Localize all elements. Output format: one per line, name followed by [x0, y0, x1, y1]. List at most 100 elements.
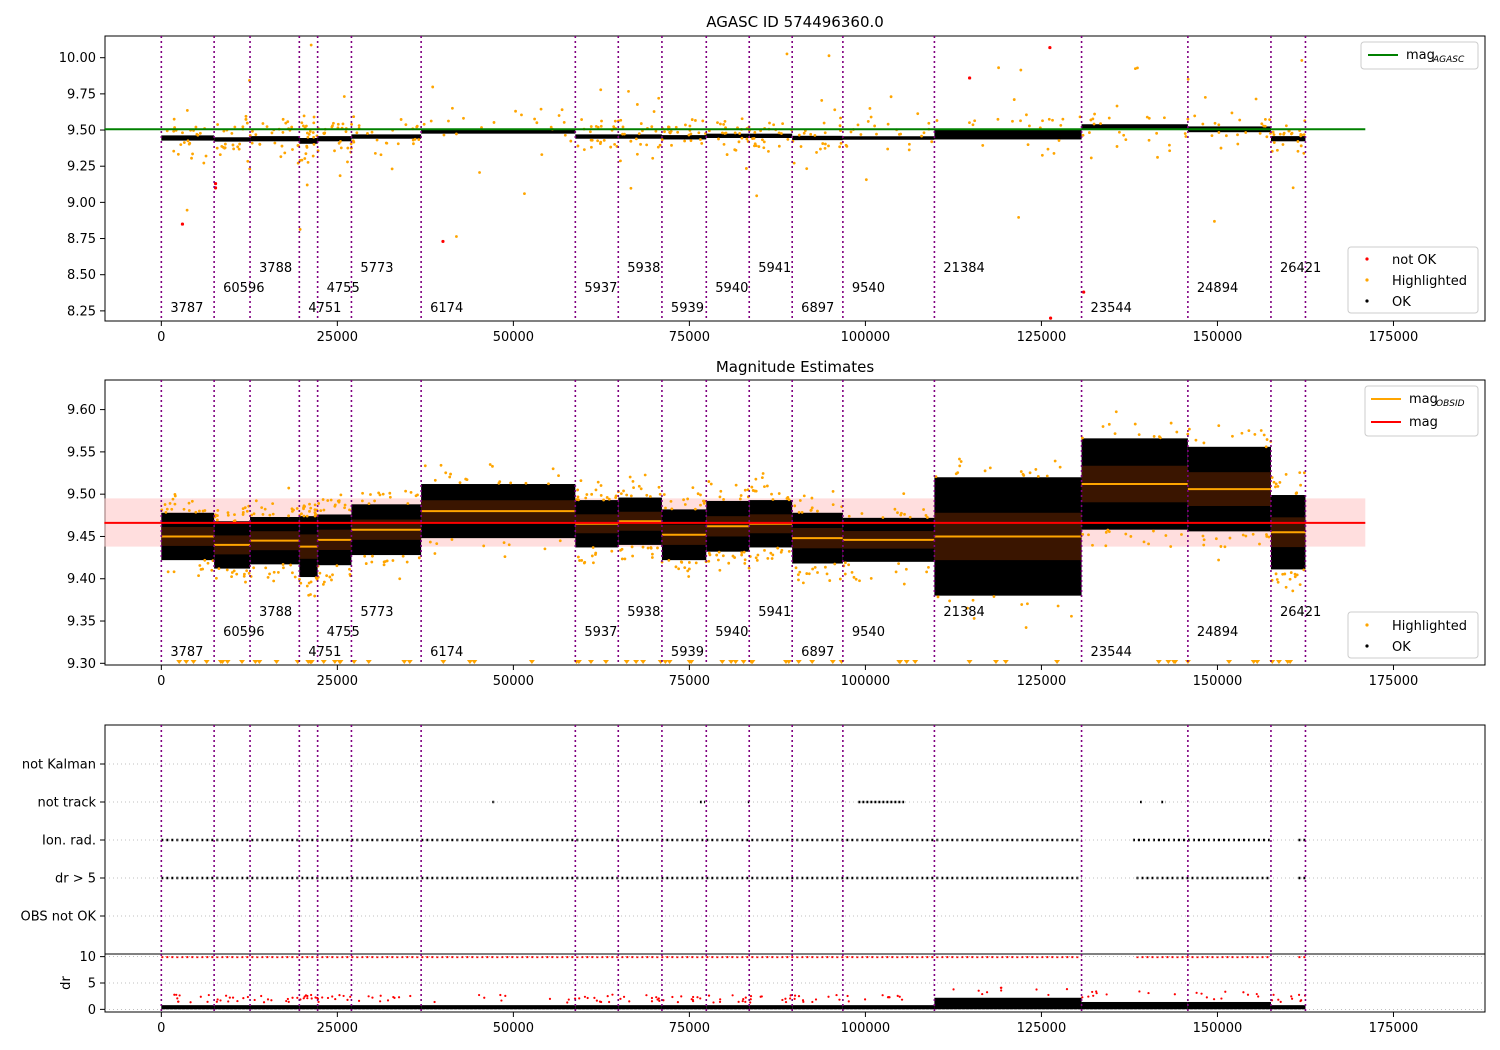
highlighted-point [164, 510, 168, 514]
highlighted-point [1019, 470, 1023, 473]
highlighted-point [245, 569, 249, 573]
out-of-range-marker [337, 660, 344, 664]
highlighted-point [325, 574, 329, 578]
dr-not-ok-point [206, 1000, 209, 1003]
highlighted-point [981, 144, 985, 147]
highlighted-point [576, 144, 580, 148]
highlighted-point [226, 513, 230, 517]
highlighted-point [246, 159, 250, 163]
highlighted-point [823, 142, 827, 146]
dr-ok-band [706, 1005, 750, 1010]
highlighted-point [869, 577, 873, 580]
highlighted-point [404, 123, 408, 127]
highlighted-point [621, 132, 624, 136]
highlighted-point [899, 132, 903, 136]
highlighted-point [743, 558, 747, 562]
highlighted-point [337, 499, 341, 503]
highlighted-point [1244, 131, 1248, 134]
highlighted-point [1213, 121, 1217, 125]
highlighted-point [1238, 118, 1242, 122]
highlighted-point [1231, 434, 1234, 438]
dr-not-ok-point [898, 995, 901, 998]
highlighted-point [958, 464, 962, 468]
highlighted-point [272, 570, 276, 574]
highlighted-point [645, 143, 649, 147]
legend-sub-obsid: OBSID [1436, 399, 1465, 409]
highlighted-point [715, 553, 719, 557]
highlighted-point [1099, 122, 1102, 126]
chart-title-agasc: AGASC ID 574496360.0 [706, 13, 884, 31]
magnitude-y-tick-label: 9.35 [67, 615, 96, 630]
highlighted-point [838, 145, 842, 149]
highlighted-point [1219, 545, 1223, 548]
highlighted-point [309, 580, 313, 584]
highlighted-point [1293, 572, 1297, 576]
highlighted-point [1299, 133, 1303, 136]
highlighted-point [215, 518, 219, 522]
not-ok-point [1082, 290, 1086, 294]
out-of-range-marker [749, 660, 756, 664]
highlighted-point [391, 559, 395, 562]
highlighted-point [322, 508, 326, 512]
ok-points-band [706, 133, 750, 138]
highlighted-point [1107, 116, 1111, 120]
highlighted-point [1284, 124, 1288, 128]
highlighted-point [313, 511, 317, 514]
highlighted-point [596, 139, 600, 143]
dr-not-ok-point [760, 995, 763, 998]
highlighted-point [823, 146, 827, 150]
highlighted-point [859, 133, 863, 136]
highlighted-point [864, 178, 868, 182]
highlighted-point [699, 138, 702, 141]
agasc-y-tick-label: 8.75 [67, 232, 96, 247]
dr-not-ok-point [224, 994, 228, 997]
highlighted-point [222, 129, 226, 133]
dr-not-ok-point [302, 997, 305, 1000]
dr-x-tick-label: 25000 [317, 1021, 358, 1036]
dr-not-ok-point [1105, 993, 1108, 996]
highlighted-point [810, 506, 814, 510]
agasc-obsid-label: 9540 [852, 281, 885, 296]
highlighted-point [1061, 117, 1065, 121]
dr-not-ok-point [718, 1000, 722, 1003]
dr-not-ok-point [326, 996, 330, 1000]
highlighted-point [333, 149, 336, 153]
highlighted-point [1228, 536, 1232, 540]
highlighted-point [802, 494, 806, 498]
highlighted-point [190, 156, 193, 160]
highlighted-point [273, 141, 277, 145]
highlighted-point [378, 493, 382, 497]
highlighted-point [620, 557, 624, 561]
dr-not-ok-point [847, 1000, 850, 1003]
dr-not-ok-point [175, 993, 178, 996]
highlighted-point [1262, 433, 1266, 437]
highlighted-point [722, 498, 725, 501]
flag-row-label: dr > 5 [55, 872, 96, 887]
highlighted-point [1296, 140, 1300, 143]
highlighted-point [786, 495, 790, 499]
highlighted-point [1283, 572, 1287, 576]
dr-not-ok-point [246, 995, 249, 999]
highlighted-point [1288, 577, 1292, 581]
highlighted-point [520, 113, 523, 117]
highlighted-point [744, 167, 748, 170]
highlighted-point [1034, 468, 1038, 471]
highlighted-point [1272, 480, 1276, 484]
highlighted-point [922, 508, 925, 511]
ok-points-band [161, 135, 215, 141]
highlighted-point [828, 579, 832, 582]
highlighted-point [551, 467, 555, 471]
highlighted-point [1258, 131, 1262, 135]
highlighted-point [1142, 540, 1146, 544]
dr-not-ok-point [287, 1000, 290, 1003]
dr-not-ok-point [608, 1000, 611, 1004]
highlighted-point [248, 167, 252, 171]
highlighted-point [165, 507, 169, 511]
legend-label-mag-obsid: mag [1409, 392, 1438, 407]
out-of-range-marker [912, 660, 919, 664]
dr-not-ok-point [676, 1001, 680, 1004]
highlighted-point [514, 109, 517, 113]
highlighted-point [360, 499, 364, 503]
highlighted-point [370, 560, 374, 564]
highlighted-point [1019, 68, 1023, 72]
